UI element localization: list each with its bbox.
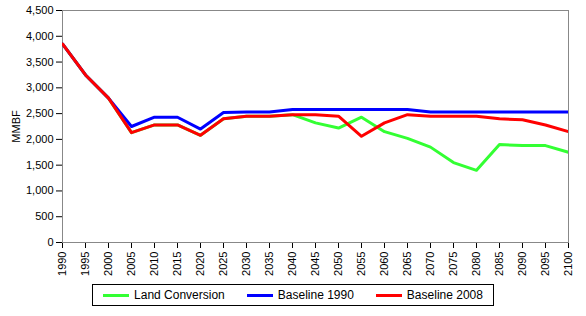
svg-text:0: 0 (47, 236, 53, 248)
svg-text:2085: 2085 (493, 252, 505, 276)
svg-text:4,500: 4,500 (26, 4, 54, 16)
svg-text:2090: 2090 (516, 252, 528, 276)
svg-text:2040: 2040 (286, 252, 298, 276)
svg-text:2,000: 2,000 (26, 133, 54, 145)
svg-text:2070: 2070 (424, 252, 436, 276)
svg-text:2025: 2025 (217, 252, 229, 276)
svg-text:3,000: 3,000 (26, 81, 54, 93)
svg-text:4,000: 4,000 (26, 30, 54, 42)
svg-text:2075: 2075 (447, 252, 459, 276)
svg-text:2035: 2035 (263, 252, 275, 276)
svg-text:2045: 2045 (309, 252, 321, 276)
svg-text:2055: 2055 (355, 252, 367, 276)
svg-text:3,500: 3,500 (26, 56, 54, 68)
svg-text:2050: 2050 (332, 252, 344, 276)
svg-text:500: 500 (35, 210, 53, 222)
svg-text:2015: 2015 (171, 252, 183, 276)
svg-text:2020: 2020 (194, 252, 206, 276)
svg-text:2100: 2100 (562, 252, 574, 276)
svg-text:MMBF: MMBF (10, 110, 22, 143)
svg-text:2080: 2080 (470, 252, 482, 276)
html-text:Land Conversion: Land Conversion (134, 288, 225, 302)
html-text:Baseline 1990: Baseline 1990 (277, 288, 354, 302)
svg-text:1995: 1995 (79, 252, 91, 276)
svg-text:2095: 2095 (539, 252, 551, 276)
svg-text:2060: 2060 (378, 252, 390, 276)
svg-text:1,500: 1,500 (26, 159, 54, 171)
svg-text:1990: 1990 (56, 252, 68, 276)
html-text:Baseline 2008: Baseline 2008 (406, 288, 483, 302)
svg-text:1,000: 1,000 (26, 184, 54, 196)
svg-text:2010: 2010 (148, 252, 160, 276)
svg-text:2065: 2065 (401, 252, 413, 276)
svg-text:2000: 2000 (102, 252, 114, 276)
svg-text:2,500: 2,500 (26, 107, 54, 119)
svg-text:2005: 2005 (125, 252, 137, 276)
svg-text:2030: 2030 (240, 252, 252, 276)
